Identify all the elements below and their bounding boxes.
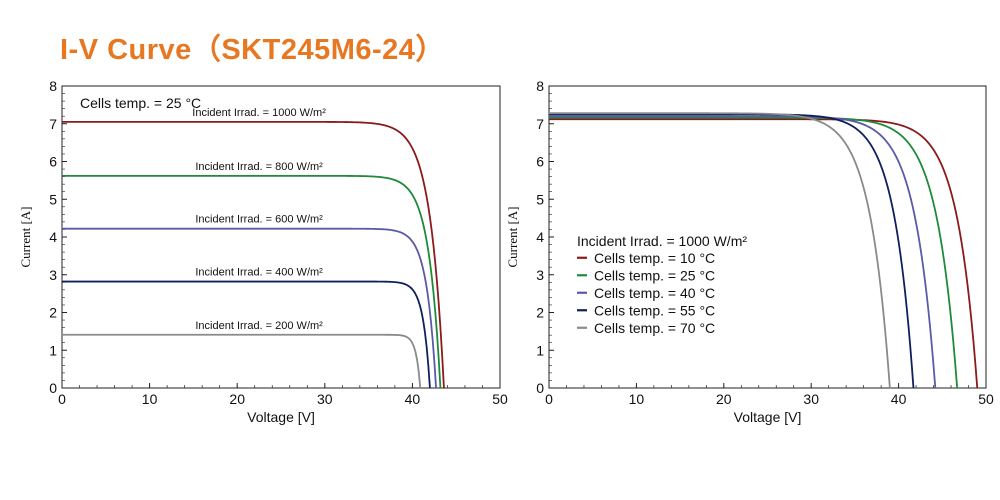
y-axis-label: Current [A] (505, 206, 520, 267)
series-label: Incident Irrad. = 1000 W/m² (192, 107, 326, 119)
x-tick-label: 20 (716, 391, 732, 407)
y-tick-label: 5 (536, 191, 544, 207)
y-tick-label: 2 (49, 305, 57, 321)
y-tick-label: 5 (49, 191, 57, 207)
series-label: Incident Irrad. = 400 W/m² (195, 267, 323, 279)
y-tick-label: 3 (536, 267, 544, 283)
x-tick-label: 50 (978, 391, 994, 407)
y-tick-label: 0 (49, 380, 57, 396)
legend-entry: Cells temp. = 40 °C (594, 285, 715, 301)
series-line (549, 118, 979, 389)
y-tick-label: 6 (536, 154, 544, 170)
x-tick-label: 10 (629, 391, 645, 407)
y-tick-label: 8 (49, 78, 57, 94)
x-tick-label: 30 (317, 391, 333, 407)
series-line (549, 115, 937, 389)
y-tick-label: 4 (536, 229, 544, 245)
legend-entry: Cells temp. = 10 °C (594, 250, 715, 266)
y-tick-label: 8 (536, 78, 544, 94)
series-line (61, 174, 442, 389)
x-axis-label: Voltage [V] (247, 409, 315, 425)
series-label: Incident Irrad. = 800 W/m² (195, 161, 323, 173)
y-tick-label: 6 (49, 154, 57, 170)
y-tick-label: 2 (536, 305, 544, 321)
series-label: Incident Irrad. = 200 W/m² (195, 320, 323, 332)
series-line (549, 113, 915, 389)
y-tick-label: 0 (536, 380, 544, 396)
y-tick-label: 4 (49, 229, 57, 245)
x-axis-label: Voltage [V] (734, 409, 802, 425)
legend-entry: Cells temp. = 25 °C (594, 267, 715, 283)
series-label: Incident Irrad. = 600 W/m² (195, 214, 323, 226)
series-line (549, 112, 891, 389)
series-line (62, 280, 431, 389)
temperature-note: Cells temp. = 25 °C (80, 95, 201, 111)
y-tick-label: 7 (536, 116, 544, 132)
plot-frame (61, 85, 501, 389)
x-tick-label: 40 (405, 391, 421, 407)
series-line (549, 116, 959, 389)
y-tick-label: 1 (49, 342, 57, 358)
series-line (62, 333, 422, 389)
y-tick-label: 7 (49, 116, 57, 132)
page-title: I-V Curve（SKT245M6-24） (60, 34, 445, 66)
legend-entry: Cells temp. = 70 °C (594, 320, 715, 336)
x-tick-label: 0 (58, 391, 66, 407)
legend-entry: Cells temp. = 55 °C (594, 302, 715, 318)
series-line (62, 227, 437, 389)
y-tick-label: 1 (536, 342, 544, 358)
x-tick-label: 40 (891, 391, 907, 407)
y-axis-label: Current [A] (18, 206, 33, 267)
x-tick-label: 20 (229, 391, 245, 407)
series-line (62, 120, 445, 389)
legend-title: Incident Irrad. = 1000 W/m² (577, 233, 747, 249)
y-tick-label: 3 (49, 267, 57, 283)
x-tick-label: 10 (142, 391, 158, 407)
x-tick-label: 30 (803, 391, 819, 407)
x-tick-label: 50 (492, 391, 508, 407)
x-tick-label: 0 (545, 391, 553, 407)
